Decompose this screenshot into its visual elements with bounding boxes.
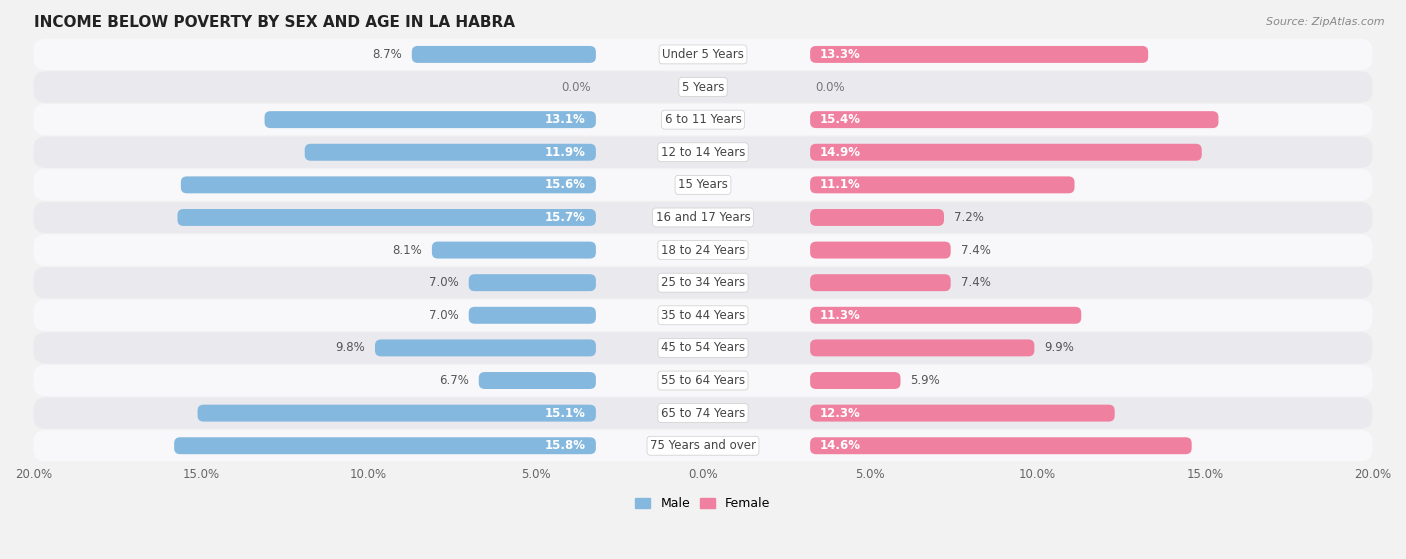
FancyBboxPatch shape <box>198 405 596 421</box>
Text: 7.4%: 7.4% <box>960 276 991 289</box>
FancyBboxPatch shape <box>478 372 596 389</box>
FancyBboxPatch shape <box>810 274 950 291</box>
Text: 65 to 74 Years: 65 to 74 Years <box>661 406 745 420</box>
FancyBboxPatch shape <box>810 339 1035 357</box>
FancyBboxPatch shape <box>468 274 596 291</box>
FancyBboxPatch shape <box>810 111 1219 128</box>
Text: 75 Years and over: 75 Years and over <box>650 439 756 452</box>
Text: 6.7%: 6.7% <box>439 374 468 387</box>
FancyBboxPatch shape <box>34 300 1372 331</box>
FancyBboxPatch shape <box>810 177 1074 193</box>
Text: 18 to 24 Years: 18 to 24 Years <box>661 244 745 257</box>
Text: 25 to 34 Years: 25 to 34 Years <box>661 276 745 289</box>
Text: 16 and 17 Years: 16 and 17 Years <box>655 211 751 224</box>
FancyBboxPatch shape <box>34 365 1372 396</box>
FancyBboxPatch shape <box>305 144 596 161</box>
Text: 13.1%: 13.1% <box>546 113 586 126</box>
Text: 35 to 44 Years: 35 to 44 Years <box>661 309 745 322</box>
FancyBboxPatch shape <box>264 111 596 128</box>
FancyBboxPatch shape <box>810 405 1115 421</box>
Text: 11.9%: 11.9% <box>546 146 586 159</box>
Text: 7.0%: 7.0% <box>429 276 458 289</box>
Text: 12 to 14 Years: 12 to 14 Years <box>661 146 745 159</box>
FancyBboxPatch shape <box>375 339 596 357</box>
Text: 7.0%: 7.0% <box>429 309 458 322</box>
Text: 9.9%: 9.9% <box>1045 342 1074 354</box>
FancyBboxPatch shape <box>810 372 900 389</box>
FancyBboxPatch shape <box>34 169 1372 201</box>
FancyBboxPatch shape <box>34 72 1372 103</box>
Text: Source: ZipAtlas.com: Source: ZipAtlas.com <box>1267 17 1385 27</box>
Text: 55 to 64 Years: 55 to 64 Years <box>661 374 745 387</box>
FancyBboxPatch shape <box>34 332 1372 363</box>
Text: 11.1%: 11.1% <box>820 178 860 191</box>
FancyBboxPatch shape <box>34 104 1372 135</box>
Text: 15.8%: 15.8% <box>546 439 586 452</box>
Text: 0.0%: 0.0% <box>561 80 591 93</box>
Text: 15 Years: 15 Years <box>678 178 728 191</box>
FancyBboxPatch shape <box>174 437 596 454</box>
FancyBboxPatch shape <box>468 307 596 324</box>
Text: 15.1%: 15.1% <box>546 406 586 420</box>
Text: 6 to 11 Years: 6 to 11 Years <box>665 113 741 126</box>
FancyBboxPatch shape <box>412 46 596 63</box>
Text: 11.3%: 11.3% <box>820 309 860 322</box>
Text: 12.3%: 12.3% <box>820 406 860 420</box>
FancyBboxPatch shape <box>34 430 1372 461</box>
FancyBboxPatch shape <box>810 437 1192 454</box>
FancyBboxPatch shape <box>810 209 943 226</box>
Text: 5.9%: 5.9% <box>911 374 941 387</box>
Legend: Male, Female: Male, Female <box>630 492 776 515</box>
Text: 0.0%: 0.0% <box>815 80 845 93</box>
Text: 15.4%: 15.4% <box>820 113 860 126</box>
Text: 15.6%: 15.6% <box>546 178 586 191</box>
FancyBboxPatch shape <box>810 307 1081 324</box>
FancyBboxPatch shape <box>181 177 596 193</box>
FancyBboxPatch shape <box>34 136 1372 168</box>
Text: INCOME BELOW POVERTY BY SEX AND AGE IN LA HABRA: INCOME BELOW POVERTY BY SEX AND AGE IN L… <box>34 15 515 30</box>
Text: 14.6%: 14.6% <box>820 439 860 452</box>
FancyBboxPatch shape <box>34 234 1372 266</box>
FancyBboxPatch shape <box>810 241 950 259</box>
Text: 13.3%: 13.3% <box>820 48 860 61</box>
FancyBboxPatch shape <box>177 209 596 226</box>
FancyBboxPatch shape <box>810 144 1202 161</box>
FancyBboxPatch shape <box>34 202 1372 233</box>
Text: 9.8%: 9.8% <box>335 342 366 354</box>
Text: 8.1%: 8.1% <box>392 244 422 257</box>
FancyBboxPatch shape <box>34 397 1372 429</box>
Text: 14.9%: 14.9% <box>820 146 860 159</box>
Text: 15.7%: 15.7% <box>546 211 586 224</box>
FancyBboxPatch shape <box>34 267 1372 299</box>
Text: 7.2%: 7.2% <box>955 211 984 224</box>
FancyBboxPatch shape <box>810 46 1149 63</box>
Text: Under 5 Years: Under 5 Years <box>662 48 744 61</box>
Text: 45 to 54 Years: 45 to 54 Years <box>661 342 745 354</box>
FancyBboxPatch shape <box>432 241 596 259</box>
FancyBboxPatch shape <box>34 39 1372 70</box>
Text: 8.7%: 8.7% <box>373 48 402 61</box>
Text: 5 Years: 5 Years <box>682 80 724 93</box>
Text: 7.4%: 7.4% <box>960 244 991 257</box>
